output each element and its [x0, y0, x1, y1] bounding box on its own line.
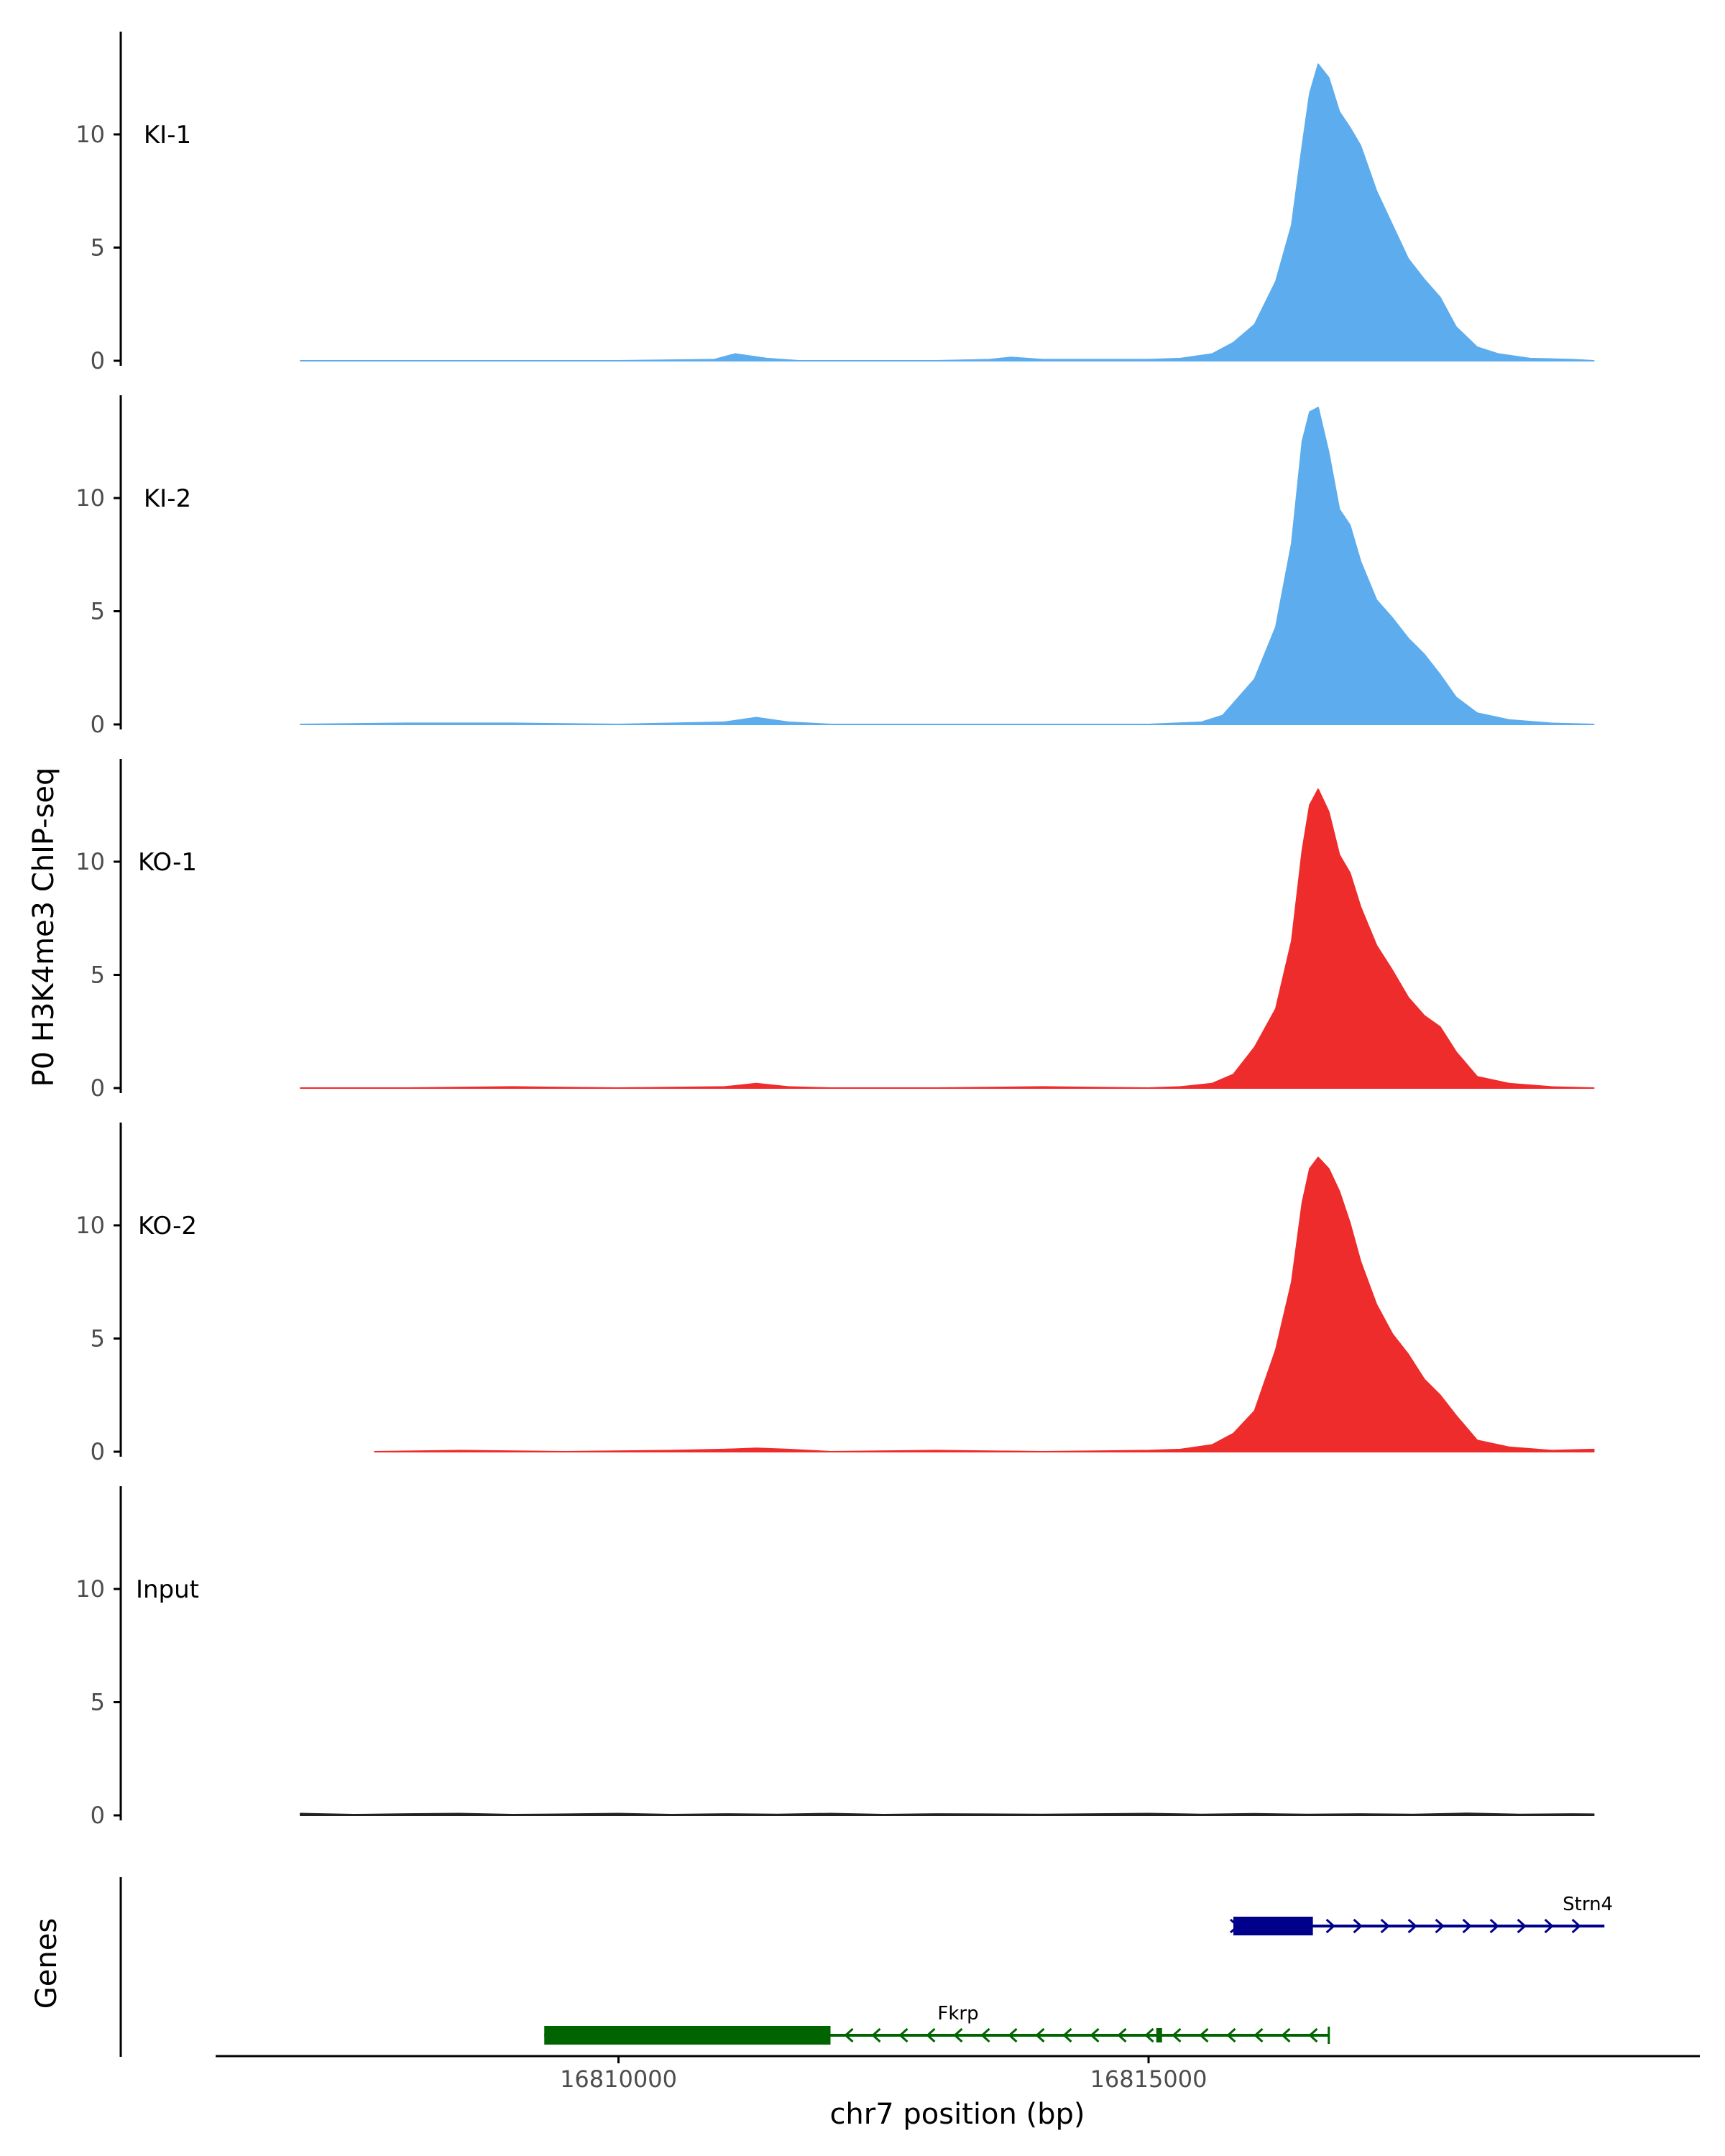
gene-exon-block: [544, 2026, 831, 2045]
genes-panel: Genes Strn4 Fkrp: [30, 1877, 1613, 2057]
gene-fkrp: Fkrp: [544, 2003, 1330, 2045]
strand-arrow: [1380, 1918, 1390, 1934]
strand-arrow: [1229, 1918, 1240, 1934]
gene-name-label: Strn4: [1563, 1894, 1613, 1915]
track-panel-ki-1: 0 5 10 KI-1: [75, 32, 1595, 374]
strand-arrow: [953, 2027, 963, 2043]
track-label: Input: [136, 1575, 199, 1604]
y-tick-label: 10: [75, 1212, 105, 1239]
track-panel-ki-2: 0 5 10 KI-2: [75, 395, 1595, 738]
y-tick-label: 0: [91, 347, 105, 374]
gene-strn4: Strn4: [1229, 1894, 1613, 1935]
strand-arrow: [1090, 2027, 1100, 2043]
track-panel-ko-1: 0 5 10 KO-1: [75, 759, 1595, 1102]
y-tick-label: 10: [75, 1575, 105, 1603]
strand-arrow: [1489, 1918, 1499, 1934]
strand-arrow: [980, 2027, 990, 2043]
strand-arrow: [1325, 1918, 1335, 1934]
y-axis-title: P0 H3K4me3 ChIP-seq: [27, 768, 60, 1087]
y-tick-label: 10: [75, 121, 105, 148]
strand-arrow: [1462, 1918, 1472, 1934]
track-label: KI-2: [144, 484, 191, 513]
y-tick-label: 5: [91, 1689, 105, 1716]
strand-arrow: [1172, 2027, 1182, 2043]
gene-exon-block: [1233, 1917, 1313, 1935]
signal-tracks: 0 5 10 KI-1 0 5 10 KI-2 0 5 10 KO-1 0 5 10 KO-2 0 5 10 Inpu…: [75, 32, 1595, 1829]
strand-arrow: [1571, 1918, 1581, 1934]
y-tick-label: 5: [91, 598, 105, 625]
signal-area: [300, 788, 1595, 1089]
x-tick-label: 16810000: [560, 2065, 677, 2093]
y-tick-label: 0: [91, 1074, 105, 1102]
strand-arrow: [926, 2027, 936, 2043]
strand-arrow: [1544, 1918, 1554, 1934]
strand-arrow: [1062, 2027, 1072, 2043]
gene-name-label: Fkrp: [937, 2003, 978, 2024]
strand-arrow: [1226, 2027, 1236, 2043]
gene-exon-block: [1156, 2028, 1162, 2042]
y-tick-label: 5: [91, 962, 105, 989]
x-tick-label: 16815000: [1090, 2065, 1208, 2093]
signal-area: [300, 1812, 1595, 1816]
strand-arrow: [1144, 2027, 1154, 2043]
track-label: KI-1: [144, 121, 191, 149]
y-tick-label: 5: [91, 1325, 105, 1353]
strand-arrow: [1517, 1918, 1527, 1934]
strand-arrow: [1008, 2027, 1018, 2043]
strand-arrow: [1254, 2027, 1264, 2043]
x-axis-title: chr7 position (bp): [829, 2098, 1085, 2131]
y-tick-label: 0: [91, 1438, 105, 1465]
strand-arrow: [1281, 2027, 1291, 2043]
y-tick-label: 0: [91, 1802, 105, 1829]
y-tick-label: 5: [91, 234, 105, 262]
gene-models: Strn4 Fkrp: [544, 1894, 1613, 2045]
y-tick-label: 10: [75, 848, 105, 875]
strand-arrow: [871, 2027, 881, 2043]
signal-area: [300, 407, 1595, 725]
strand-arrow: [1117, 2027, 1127, 2043]
strand-arrow: [1407, 1918, 1417, 1934]
strand-arrow: [898, 2027, 908, 2043]
signal-area: [300, 63, 1595, 361]
genes-track-label: Genes: [30, 1918, 63, 2009]
strand-arrow: [1435, 1918, 1445, 1934]
track-label: KO-2: [138, 1212, 197, 1240]
y-tick-label: 10: [75, 484, 105, 512]
strand-arrow: [1199, 2027, 1209, 2043]
track-panel-input: 0 5 10 Input: [75, 1486, 1595, 1829]
strand-arrow: [1308, 2027, 1318, 2043]
track-label: KO-1: [138, 848, 197, 877]
y-tick-label: 0: [91, 711, 105, 738]
signal-area: [374, 1156, 1595, 1452]
strand-arrow: [1353, 1918, 1363, 1934]
strand-arrow: [1035, 2027, 1045, 2043]
strand-arrow: [844, 2027, 854, 2043]
track-panel-ko-2: 0 5 10 KO-2: [75, 1123, 1595, 1465]
x-axis: 16810000 16815000: [216, 2055, 1700, 2093]
